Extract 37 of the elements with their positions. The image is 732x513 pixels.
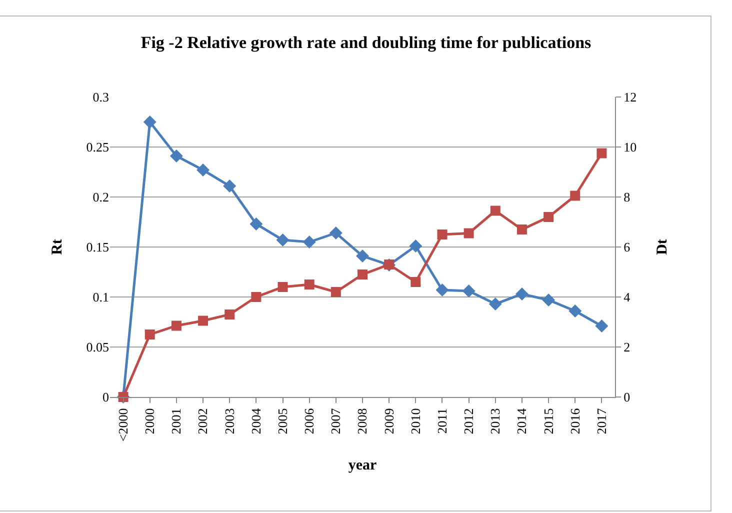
x-tick-label: 2004	[248, 408, 264, 434]
y-tick-label: 0.05	[86, 340, 109, 355]
y-tick-label: 0.15	[86, 240, 109, 255]
x-tick-label: 2000	[142, 408, 158, 434]
x-tick-label: 2005	[274, 408, 290, 434]
y-tick-label: 0.25	[86, 140, 109, 155]
x-tick-label: 2010	[408, 408, 423, 434]
x-tick-label: 2012	[461, 408, 476, 434]
y-tick-label: 0	[102, 390, 109, 405]
x-tick-label: 2016	[567, 408, 582, 434]
y2-tick-label: 12	[624, 90, 637, 105]
x-tick-label: 2006	[302, 408, 317, 434]
y2-tick-label: 8	[624, 190, 630, 205]
x-axis-title: year	[348, 458, 377, 474]
x-tick-label: 2007	[328, 408, 344, 434]
y2-tick-label: 6	[624, 240, 631, 255]
y-tick-label: 0.1	[92, 290, 109, 305]
x-tick-label: 2002	[195, 408, 210, 434]
y2-tick-label: 4	[624, 290, 631, 305]
x-tick-label: 2011	[434, 408, 450, 434]
x-tick-label: 2008	[354, 408, 370, 434]
x-tick-label: 2017	[594, 408, 609, 434]
x-tick-label: 2014	[514, 408, 530, 434]
chart-title: Fig -2 Relative growth rate and doubling time for publications	[140, 32, 592, 52]
x-tick-label: 2001	[168, 408, 184, 434]
y2-axis-title: Dt	[654, 239, 671, 255]
x-tick-label: 2015	[540, 408, 556, 434]
y-tick-label: 0.3	[92, 90, 109, 105]
x-tick-label: 2013	[488, 408, 503, 434]
y2-tick-label: 2	[624, 340, 630, 355]
y-tick-label: 0.2	[92, 190, 109, 205]
y2-tick-label: 0	[624, 390, 630, 405]
x-tick-label: 2009	[381, 408, 396, 434]
x-tick-label: 2003	[222, 408, 237, 434]
y2-tick-label: 10	[624, 140, 637, 155]
y-axis-title: Rt	[50, 239, 66, 255]
x-tick-label: <2000	[116, 408, 131, 442]
